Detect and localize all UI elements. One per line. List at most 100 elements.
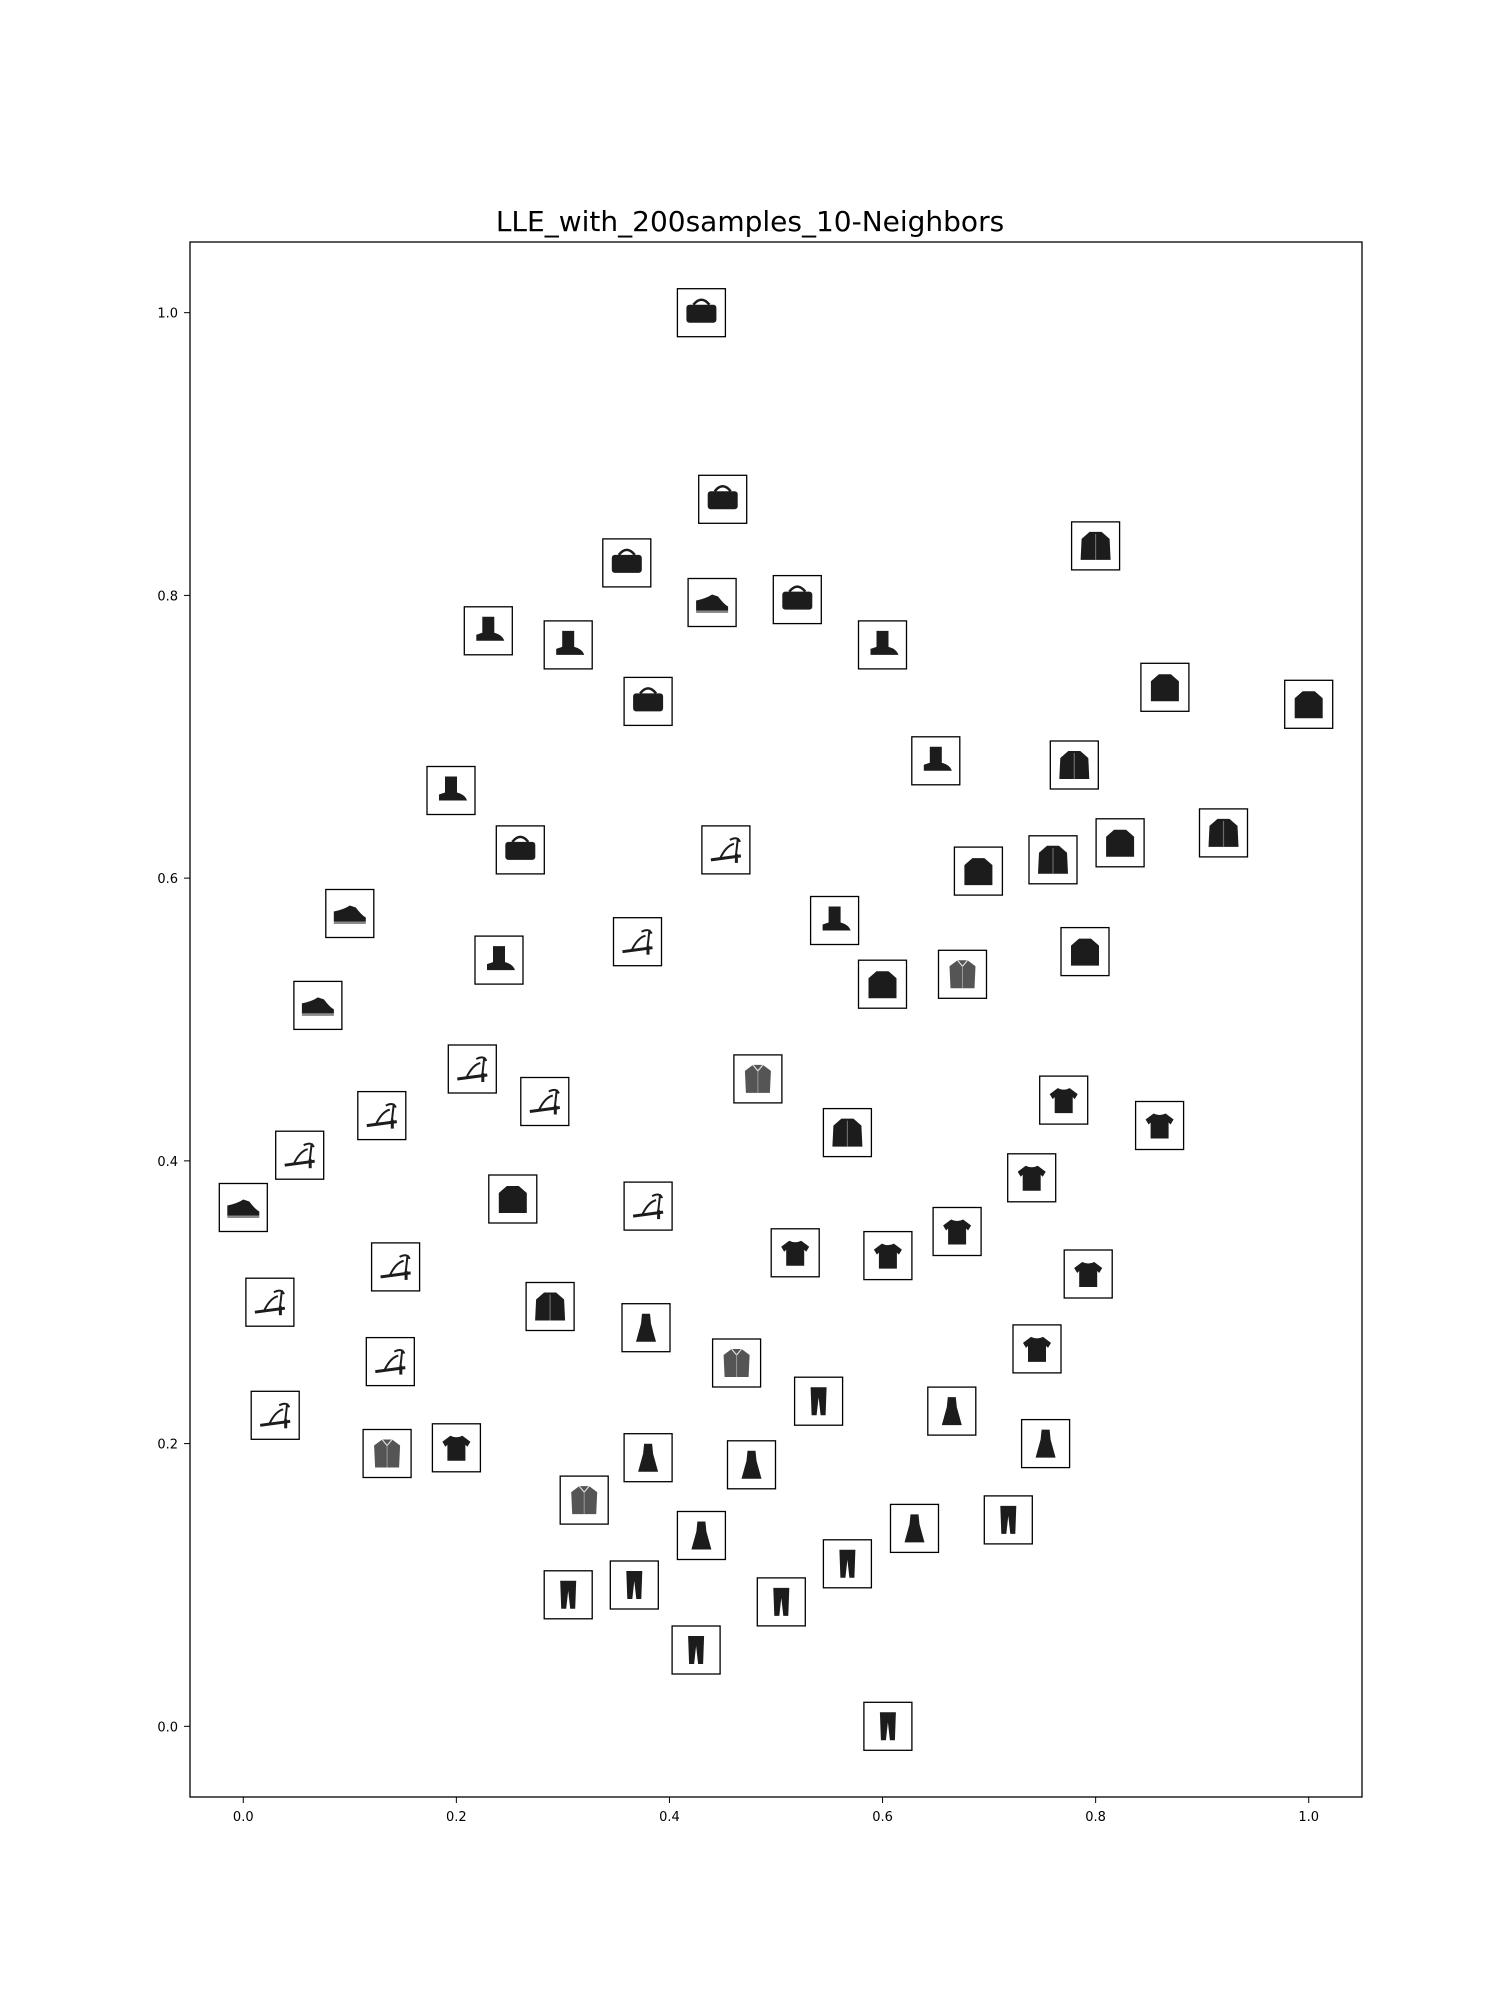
y-tick-label: 0.6 xyxy=(157,872,178,887)
point-t-shirt-thumbnail xyxy=(1063,1249,1113,1299)
point-sandal-thumbnail xyxy=(275,1130,325,1180)
point-sandal-thumbnail xyxy=(357,1090,407,1141)
sneaker-icon xyxy=(333,905,366,924)
point-shirt-thumbnail xyxy=(733,1054,783,1104)
point-dress-thumbnail xyxy=(623,1433,673,1483)
point-ankle-boot-thumbnail xyxy=(463,606,513,656)
point-bag-thumbnail xyxy=(602,538,652,588)
point-sneaker-thumbnail xyxy=(687,577,737,628)
t-shirt-icon xyxy=(1074,1262,1103,1287)
x-tick-label: 1.0 xyxy=(1298,1810,1319,1825)
point-trouser-thumbnail xyxy=(756,1577,806,1627)
point-pullover-thumbnail xyxy=(953,846,1004,896)
trouser-icon xyxy=(773,1587,790,1616)
point-sandal-thumbnail xyxy=(623,1181,673,1231)
y-tick-label: 0.4 xyxy=(157,1155,178,1170)
sandal-icon xyxy=(284,1142,315,1169)
point-ankle-boot-thumbnail xyxy=(426,765,476,816)
t-shirt-icon xyxy=(1023,1336,1051,1362)
trouser-icon xyxy=(810,1387,827,1416)
point-bag-thumbnail xyxy=(772,574,822,625)
t-shirt-icon xyxy=(781,1240,810,1266)
point-pullover-thumbnail xyxy=(1095,818,1145,868)
point-pullover-thumbnail xyxy=(1060,926,1110,977)
t-shirt-icon xyxy=(943,1219,972,1245)
dress-icon xyxy=(1035,1429,1056,1458)
point-t-shirt-thumbnail xyxy=(1012,1324,1062,1374)
point-pullover-thumbnail xyxy=(1284,679,1334,729)
pullover-icon xyxy=(498,1186,527,1213)
x-tick-label: 0.8 xyxy=(1085,1810,1106,1825)
sandal-icon xyxy=(529,1088,560,1115)
dress-icon xyxy=(636,1313,656,1342)
trouser-icon xyxy=(879,1712,896,1741)
point-dress-thumbnail xyxy=(726,1440,777,1490)
sandal-icon xyxy=(622,929,653,955)
shirt-icon xyxy=(723,1348,750,1377)
t-shirt-icon xyxy=(873,1243,902,1269)
ankle-boot-icon xyxy=(923,746,952,771)
pullover-icon xyxy=(964,858,993,886)
point-shirt-thumbnail xyxy=(937,949,988,999)
sandal-icon xyxy=(375,1349,406,1375)
point-trouser-thumbnail xyxy=(863,1701,913,1751)
shirt-icon xyxy=(744,1064,771,1093)
point-ankle-boot-thumbnail xyxy=(911,736,961,786)
y-tick-label: 0.2 xyxy=(157,1438,178,1453)
point-sandal-thumbnail xyxy=(520,1076,570,1127)
dress-icon xyxy=(904,1514,925,1543)
sandal-icon xyxy=(260,1402,291,1429)
axis-ticks: 0.0 0.2 0.4 0.6 0.8 1.0 0.0 0.2 0.4 0.6 0.8 1.0 xyxy=(157,307,1319,1825)
point-t-shirt-thumbnail xyxy=(1134,1100,1185,1151)
bag-icon xyxy=(505,835,536,860)
trouser-icon xyxy=(1000,1505,1017,1534)
coat-icon xyxy=(832,1118,863,1147)
x-tick-label: 0.2 xyxy=(446,1810,467,1825)
point-sneaker-thumbnail xyxy=(218,1182,268,1233)
point-sandal-thumbnail xyxy=(370,1242,421,1292)
point-coat-thumbnail xyxy=(1070,521,1121,571)
t-shirt-icon xyxy=(1017,1165,1046,1191)
shirt-icon xyxy=(949,959,976,989)
pullover-icon xyxy=(1106,829,1135,857)
point-ankle-boot-thumbnail xyxy=(857,620,908,670)
shirt-icon xyxy=(571,1485,598,1515)
point-shirt-thumbnail xyxy=(711,1338,762,1388)
ankle-boot-icon xyxy=(870,630,899,655)
point-trouser-thumbnail xyxy=(543,1570,593,1620)
point-dress-thumbnail xyxy=(889,1503,940,1554)
bag-icon xyxy=(707,485,738,510)
point-coat-thumbnail xyxy=(1028,835,1078,885)
pullover-icon xyxy=(1150,674,1179,702)
sandal-icon xyxy=(254,1289,286,1316)
coat-icon xyxy=(535,1292,566,1321)
point-bag-thumbnail xyxy=(623,676,673,727)
sneaker-icon xyxy=(696,594,729,613)
coat-icon xyxy=(1080,531,1111,560)
point-sandal-thumbnail xyxy=(365,1336,415,1387)
data-points xyxy=(218,288,1334,1751)
point-t-shirt-thumbnail xyxy=(1039,1075,1089,1125)
point-dress-thumbnail xyxy=(1020,1418,1071,1469)
y-tick-label: 0.0 xyxy=(157,1720,178,1735)
bag-icon xyxy=(782,585,813,610)
point-pullover-thumbnail xyxy=(857,959,908,1009)
x-tick-label: 0.6 xyxy=(872,1810,893,1825)
y-tick-label: 0.8 xyxy=(157,589,178,604)
point-trouser-thumbnail xyxy=(793,1376,844,1426)
point-dress-thumbnail xyxy=(927,1386,977,1436)
dress-icon xyxy=(638,1443,659,1472)
coat-icon xyxy=(1038,845,1068,874)
dress-icon xyxy=(741,1450,762,1479)
t-shirt-icon xyxy=(1145,1113,1174,1139)
point-sandal-thumbnail xyxy=(612,917,663,967)
ankle-boot-icon xyxy=(487,946,515,971)
dress-icon xyxy=(691,1521,712,1550)
ankle-boot-icon xyxy=(439,776,467,801)
point-t-shirt-thumbnail xyxy=(770,1228,820,1278)
trouser-icon xyxy=(688,1636,705,1664)
sandal-icon xyxy=(366,1103,397,1129)
point-sandal-thumbnail xyxy=(701,825,751,875)
point-ankle-boot-thumbnail xyxy=(809,895,860,946)
pullover-icon xyxy=(1294,691,1323,719)
